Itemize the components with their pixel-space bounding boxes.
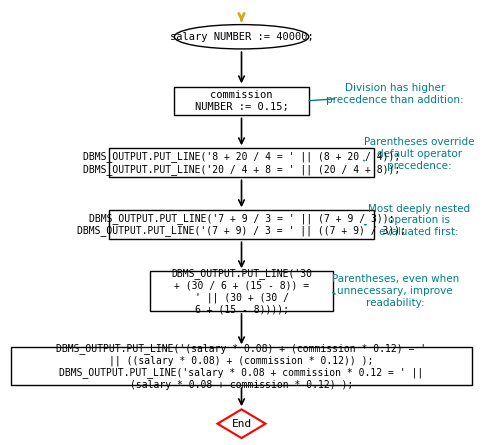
FancyBboxPatch shape [109, 149, 373, 177]
Text: DBMS_OUTPUT.PUT_LINE('8 + 20 / 4 = ' || (8 + 20 / 4));
DBMS_OUTPUT.PUT_LINE('20 : DBMS_OUTPUT.PUT_LINE('8 + 20 / 4 = ' || … [82, 151, 399, 174]
FancyBboxPatch shape [150, 271, 332, 311]
Text: Division has higher
precedence than addition:: Division has higher precedence than addi… [325, 84, 463, 105]
Text: Parentheses override
default operator
precedence:: Parentheses override default operator pr… [363, 138, 473, 170]
FancyBboxPatch shape [174, 86, 308, 115]
Text: commission
NUMBER := 0.15;: commission NUMBER := 0.15; [194, 90, 288, 112]
Text: DBMS_OUTPUT.PUT_LINE('30
+ (30 / 6 + (15 - 8)) =
' || (30 + (30 /
6 + (15 - 8))): DBMS_OUTPUT.PUT_LINE('30 + (30 / 6 + (15… [171, 268, 311, 314]
FancyBboxPatch shape [109, 210, 373, 239]
Text: Most deeply nested
operation is
evaluated first:: Most deeply nested operation is evaluate… [367, 204, 469, 237]
Text: salary NUMBER := 40000;: salary NUMBER := 40000; [169, 32, 313, 42]
Ellipse shape [174, 24, 308, 49]
Text: Parentheses, even when
unnecessary, improve
readability:: Parentheses, even when unnecessary, impr… [331, 275, 458, 307]
Polygon shape [217, 409, 265, 438]
FancyBboxPatch shape [11, 348, 471, 385]
Text: End: End [231, 419, 251, 429]
Text: DBMS_OUTPUT.PUT_LINE('(salary * 0.08) + (commission * 0.12) = '
|| ((salary * 0.: DBMS_OUTPUT.PUT_LINE('(salary * 0.08) + … [56, 343, 426, 390]
Text: DBMS_OUTPUT.PUT_LINE('7 + 9 / 3 = ' || (7 + 9 / 3));
DBMS_OUTPUT.PUT_LINE('(7 + : DBMS_OUTPUT.PUT_LINE('7 + 9 / 3 = ' || (… [77, 213, 405, 236]
